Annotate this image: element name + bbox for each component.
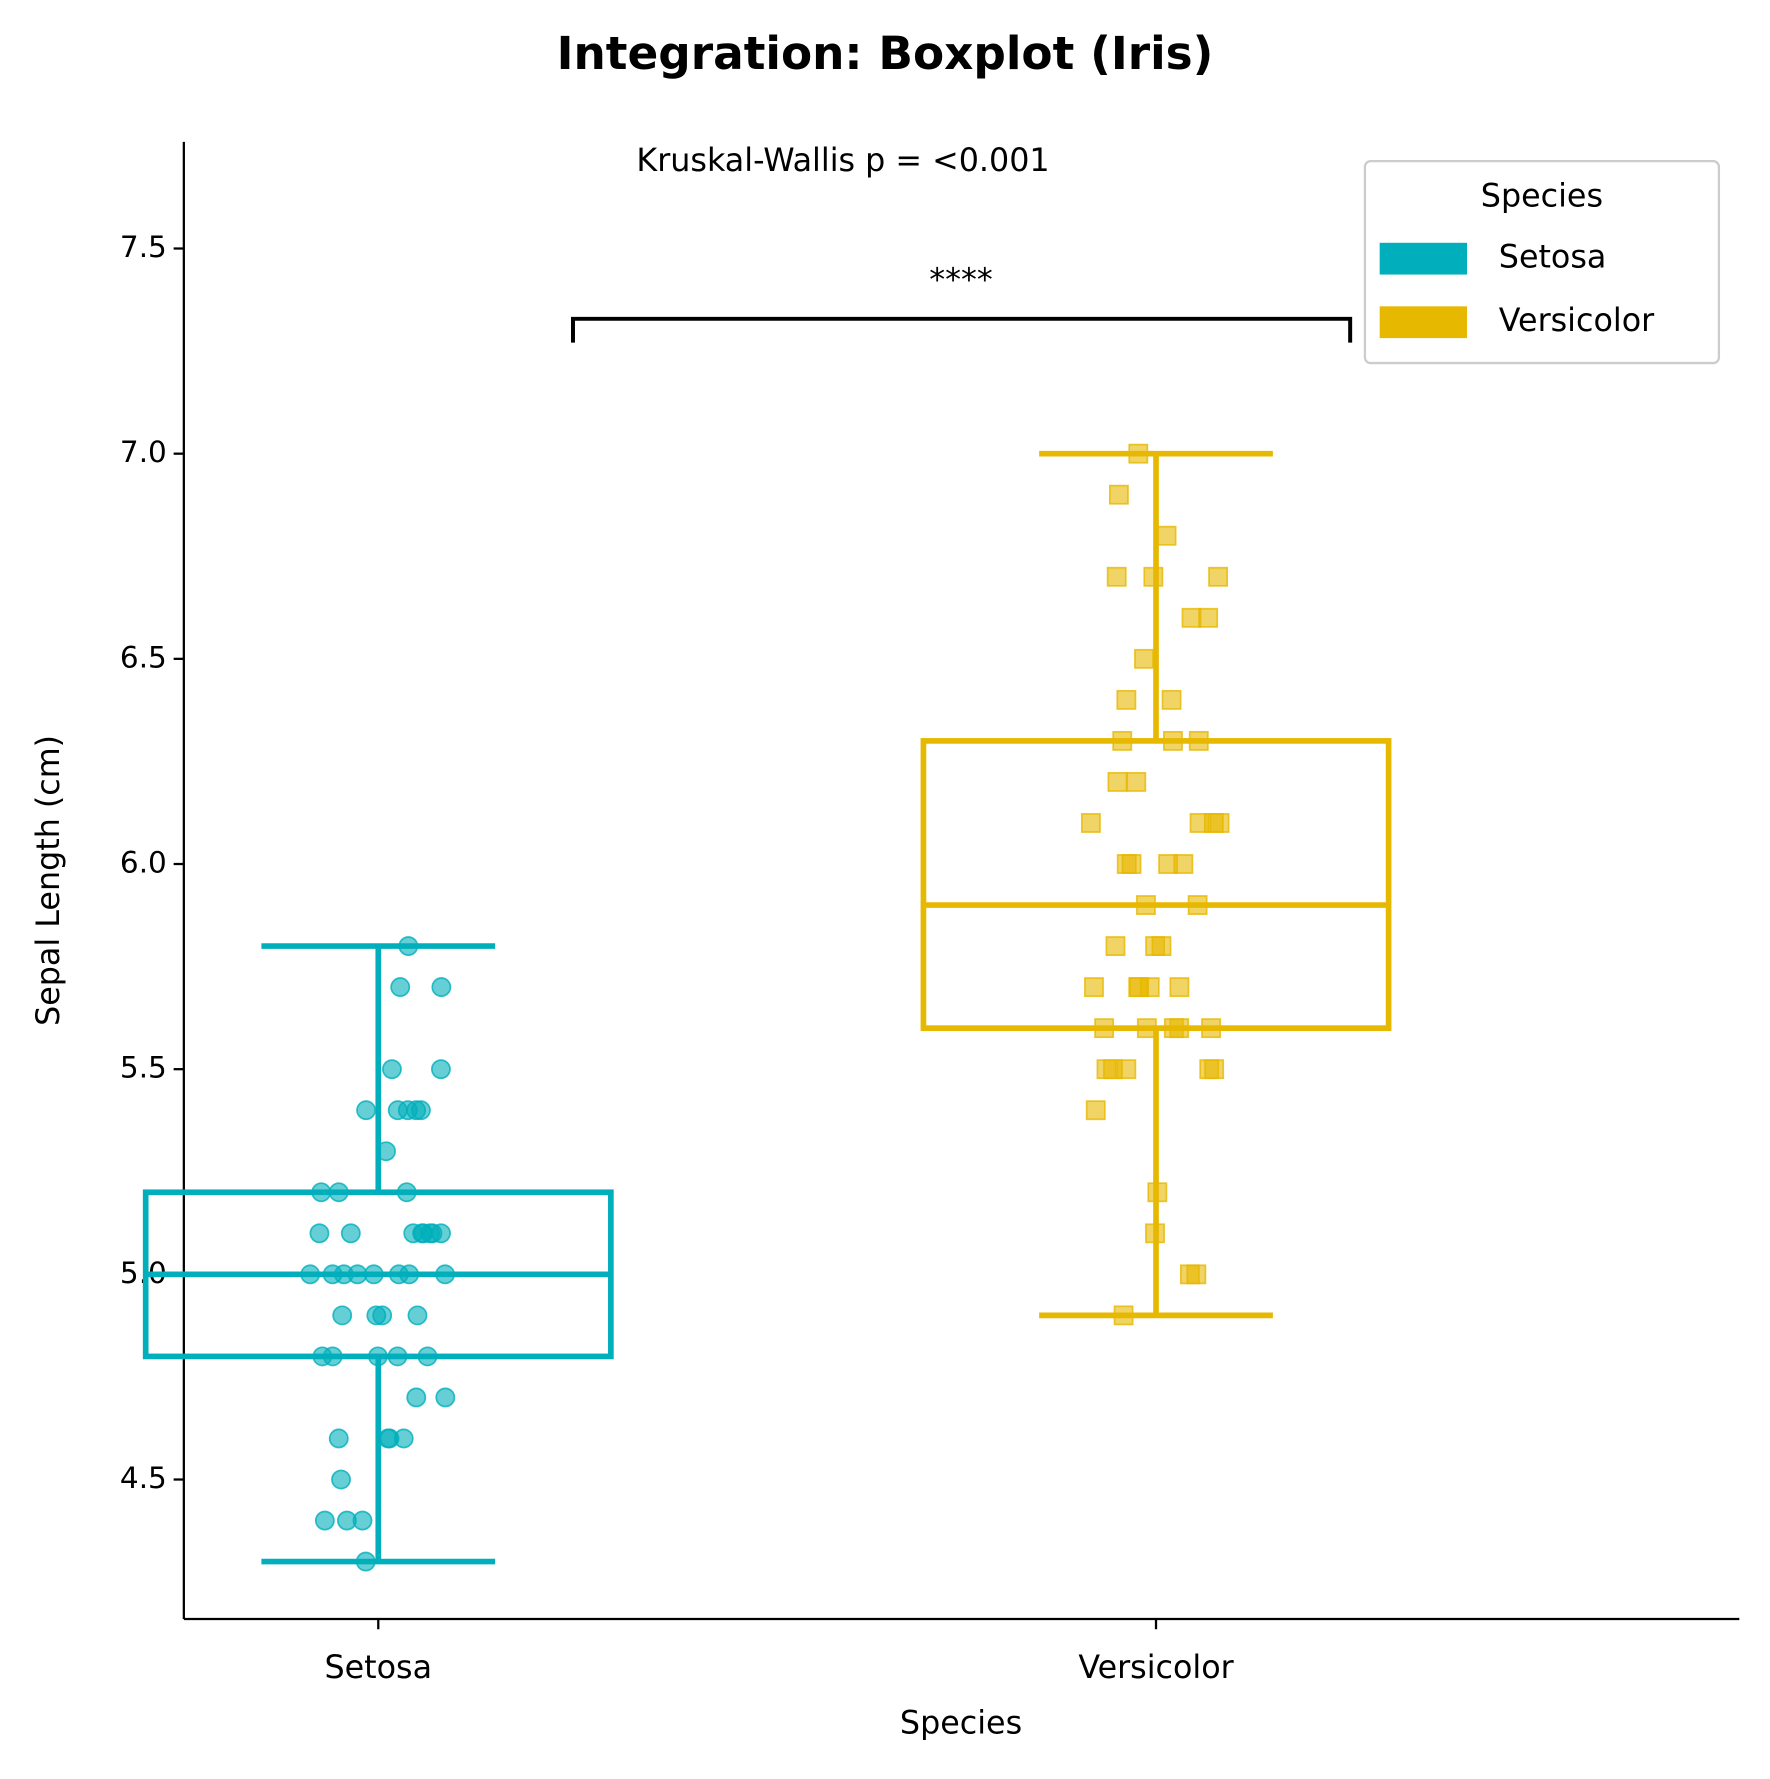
data-point (309, 1223, 330, 1244)
data-point (1188, 730, 1209, 751)
data-point (1143, 566, 1164, 587)
data-point (388, 1264, 409, 1285)
data-point (1080, 813, 1101, 833)
data-point (1156, 525, 1177, 546)
data-point (1158, 854, 1179, 874)
data-point (407, 1305, 428, 1326)
y-tick-label: 6.0 (120, 846, 167, 880)
data-point (431, 1059, 451, 1080)
data-point (431, 977, 452, 998)
y-axis-label: Sepal Length (cm) (31, 735, 67, 1026)
data-point (1136, 1018, 1157, 1039)
data-point (1094, 1018, 1115, 1039)
x-tick-label: Versicolor (1078, 1650, 1234, 1686)
data-point (1161, 689, 1182, 710)
data-point (387, 1346, 408, 1367)
data-point (435, 1264, 456, 1285)
data-point (417, 1346, 438, 1367)
data-point (1112, 730, 1133, 751)
data-point (1121, 854, 1142, 874)
legend-title: Species (1481, 178, 1603, 214)
annotation: Kruskal-Wallis p = <0.001 (636, 143, 1049, 179)
y-tick-label: 4.5 (120, 1461, 167, 1495)
data-point (1204, 1059, 1225, 1080)
legend-swatch (1379, 242, 1468, 275)
data-point (435, 1387, 456, 1408)
x-axis-label: Species (900, 1706, 1022, 1742)
data-point (1108, 484, 1129, 505)
data-point (387, 1100, 408, 1121)
data-point (390, 977, 411, 998)
y-tick-label: 7.0 (120, 435, 167, 469)
significance-bracket (571, 316, 1353, 343)
data-point (1181, 607, 1202, 628)
data-point (1116, 689, 1137, 710)
data-point (1136, 895, 1156, 915)
data-point (1128, 443, 1149, 464)
data-point (382, 1059, 402, 1080)
data-point (356, 1100, 377, 1121)
data-point (376, 1141, 396, 1162)
data-point (1147, 1182, 1168, 1203)
legend-label: Versicolor (1499, 303, 1655, 339)
chart-title: Integration: Boxplot (Iris) (557, 27, 1214, 80)
data-point (1106, 566, 1127, 587)
data-point (1126, 772, 1147, 792)
data-point (406, 1387, 427, 1408)
data-point (314, 1510, 335, 1531)
data-point (406, 1100, 427, 1121)
data-point (1085, 1100, 1106, 1121)
data-point (347, 1264, 368, 1285)
y-tick-label: 6.5 (120, 640, 167, 674)
data-point (332, 1305, 353, 1326)
data-point (422, 1223, 443, 1244)
data-point (398, 936, 419, 957)
data-point (1208, 566, 1229, 587)
data-point (1113, 1305, 1134, 1326)
data-point (368, 1346, 388, 1367)
data-point (1179, 1264, 1200, 1285)
data-point (1209, 813, 1230, 833)
data-point (378, 1428, 398, 1449)
data-point (322, 1346, 343, 1367)
data-point (366, 1305, 387, 1326)
data-point (1187, 895, 1208, 915)
data-point (1134, 648, 1154, 669)
data-point (355, 1551, 376, 1572)
data-point (1201, 1018, 1221, 1039)
data-point (1145, 1223, 1165, 1244)
data-point (1163, 730, 1183, 751)
data-point (1105, 936, 1126, 957)
data-point (300, 1264, 321, 1285)
data-point (363, 1264, 384, 1285)
y-tick-label: 5.5 (120, 1051, 167, 1085)
data-point (328, 1428, 349, 1449)
data-point (1084, 977, 1104, 998)
data-point (311, 1182, 332, 1203)
data-point (1139, 977, 1160, 998)
data-point (396, 1182, 417, 1203)
data-point (1163, 1018, 1184, 1039)
data-point (1151, 936, 1172, 957)
data-point (331, 1469, 351, 1490)
data-point (1189, 813, 1210, 833)
significance: **** (929, 262, 993, 298)
data-point (1169, 977, 1190, 998)
data-point (1198, 607, 1219, 628)
data-point (1103, 1059, 1123, 1080)
data-point (403, 1223, 424, 1244)
data-point (1107, 772, 1128, 792)
data-point (340, 1223, 361, 1244)
data-point (352, 1510, 373, 1531)
y-tick-label: 7.5 (120, 230, 167, 264)
data-point (328, 1182, 349, 1203)
legend-swatch (1379, 306, 1468, 339)
legend-label: Setosa (1499, 240, 1607, 276)
x-tick-label: Setosa (324, 1650, 432, 1686)
